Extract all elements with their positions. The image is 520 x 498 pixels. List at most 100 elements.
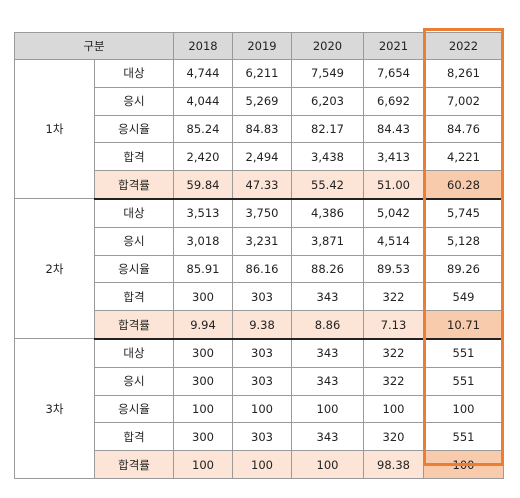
row-label: 합격 [94,422,174,452]
table-row: 3차 대상 300 303 343 322 551 [14,338,504,479]
cell-value: 322 [363,338,424,368]
cell-value: 322 [363,366,424,396]
cell-value: 9.94 [173,310,233,340]
cell-value: 6,211 [232,59,292,88]
cell-value: 303 [232,282,292,312]
cell-value: 343 [291,366,364,396]
cell-value: 343 [291,338,364,368]
cell-value-2022: 10.71 [423,310,504,340]
cell-value: 7,549 [291,59,364,88]
cell-value: 300 [173,366,233,396]
row-label: 합격률 [94,170,174,200]
table-row: 응시 3,018 3,231 3,871 4,514 5,128 [15,226,504,256]
cell-value: 100 [291,394,364,424]
cell-value: 84.43 [363,114,424,144]
cell-value-2022: 7,002 [423,86,504,116]
cell-value: 85.24 [173,114,233,144]
cell-value: 59.84 [173,170,233,200]
table-row: 응시 4,044 5,269 6,203 6,692 7,002 [15,86,504,116]
header-year: 2019 [232,32,292,60]
cell-value: 7.13 [363,310,424,340]
cell-value: 343 [291,422,364,452]
header-category: 구분 [14,32,174,60]
cell-value-2022: 549 [423,282,504,312]
cell-value: 320 [363,422,424,452]
cell-value: 300 [173,338,233,368]
cell-value: 3,231 [232,226,292,256]
cell-value: 4,744 [173,59,233,88]
cell-value: 55.42 [291,170,364,200]
cell-value: 3,871 [291,226,364,256]
table-row: 합격 300 303 343 320 551 [15,422,504,452]
cell-value: 86.16 [232,254,292,284]
cell-value-2022: 8,261 [423,59,504,88]
cell-value: 7,654 [363,59,424,88]
cell-value: 5,042 [363,198,424,228]
row-label: 응시 [94,366,174,396]
cell-value: 3,513 [173,198,233,228]
row-label: 응시율 [94,114,174,144]
table-row: 합격 300 303 343 322 549 [15,282,504,312]
row-label: 합격 [94,142,174,172]
cell-value-2022: 60.28 [423,170,504,200]
cell-value: 343 [291,282,364,312]
cell-value: 4,044 [173,86,233,116]
cell-value: 51.00 [363,170,424,200]
cell-value: 98.38 [363,450,424,479]
cell-value: 84.83 [232,114,292,144]
header-year-highlighted: 2022 [423,32,504,60]
cell-value-2022: 551 [423,366,504,396]
cell-value: 88.26 [291,254,364,284]
cell-value: 9.38 [232,310,292,340]
row-label: 합격률 [94,310,174,340]
row-label: 응시 [94,86,174,116]
cell-value: 100 [232,394,292,424]
header-row: 구분 2018 2019 2020 2021 2022 [14,32,504,60]
cell-value: 300 [173,282,233,312]
table-row: 2차 대상 3,513 3,750 4,386 5,042 5,745 [14,198,504,340]
group-label: 1차 [14,58,95,200]
cell-value: 2,494 [232,142,292,172]
cell-value: 3,413 [363,142,424,172]
exam-statistics-table: 구분 2018 2019 2020 2021 2022 1차 대상 4,744 6,2… [14,32,504,479]
cell-value-2022: 5,745 [423,198,504,228]
table-row: 응시 300 303 343 322 551 [15,366,504,396]
cell-value-2022: 84.76 [423,114,504,144]
cell-value-2022: 89.26 [423,254,504,284]
cell-value-2022: 551 [423,338,504,368]
cell-value: 100 [291,450,364,479]
cell-value: 3,438 [291,142,364,172]
cell-value: 6,203 [291,86,364,116]
row-label: 응시율 [94,394,174,424]
cell-value: 85.91 [173,254,233,284]
cell-value: 6,692 [363,86,424,116]
cell-value: 4,386 [291,198,364,228]
cell-value: 82.17 [291,114,364,144]
cell-value: 322 [363,282,424,312]
cell-value: 3,018 [173,226,233,256]
cell-value-2022: 100 [423,450,504,479]
cell-value: 2,420 [173,142,233,172]
cell-value: 303 [232,338,292,368]
row-label: 대상 [94,338,174,368]
table-body: 1차 대상 4,744 6,211 7,549 7,654 8,261 응시 4,044 5,26… [14,58,504,479]
cell-value: 300 [173,422,233,452]
cell-value: 100 [232,450,292,479]
table-row: 합격률 9.94 9.38 8.86 7.13 10.71 [15,310,504,340]
table-row: 응시율 85.24 84.83 82.17 84.43 84.76 [15,114,504,144]
table-row: 1차 대상 4,744 6,211 7,549 7,654 8,261 [14,58,504,200]
row-label: 대상 [94,198,174,228]
cell-value: 47.33 [232,170,292,200]
row-label: 응시율 [94,254,174,284]
row-label: 응시 [94,226,174,256]
header-year: 2018 [173,32,233,60]
table-row: 응시율 100 100 100 100 100 [15,394,504,424]
cell-value: 100 [173,450,233,479]
cell-value: 5,269 [232,86,292,116]
cell-value: 4,514 [363,226,424,256]
group-label: 2차 [14,198,95,340]
row-label: 대상 [94,59,174,88]
cell-value: 303 [232,422,292,452]
row-label: 합격률 [94,450,174,479]
row-label: 합격 [94,282,174,312]
